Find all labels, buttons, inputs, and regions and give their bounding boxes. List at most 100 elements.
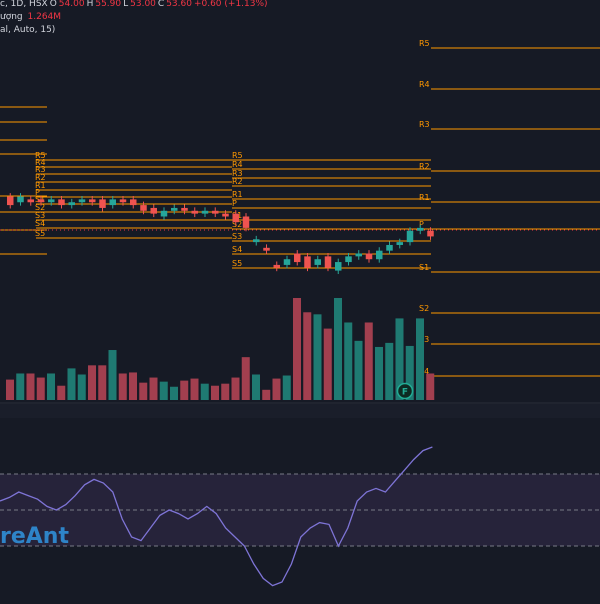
close-label: C bbox=[157, 0, 165, 9]
volume-bar-32 bbox=[334, 298, 342, 400]
volume-bar-13 bbox=[139, 382, 148, 400]
candle-body-33 bbox=[345, 256, 352, 263]
pivot-label-right-s4: S4 bbox=[419, 367, 429, 376]
pivot-label-right-s3: S3 bbox=[419, 335, 429, 344]
pivot-label-mid-r4: R4 bbox=[232, 160, 243, 169]
candle-body-13 bbox=[140, 205, 147, 211]
pivot-label-mid-s5: S5 bbox=[232, 259, 242, 268]
volume-bar-34 bbox=[354, 340, 363, 400]
close-value: 53.60 bbox=[166, 0, 192, 9]
volume-bar-29 bbox=[303, 312, 312, 400]
change-value: +0.60 (+1.13%) bbox=[193, 0, 268, 9]
volume-bar-11 bbox=[118, 373, 127, 400]
volume-bar-7 bbox=[77, 374, 86, 400]
volume-bar-16 bbox=[170, 386, 178, 400]
volume-bar-0 bbox=[6, 379, 14, 400]
volume-bar-10 bbox=[108, 350, 117, 400]
indicator-legend[interactable]: al, Auto, 15) bbox=[0, 24, 57, 36]
candle-body-0 bbox=[7, 196, 14, 206]
volume-bar-31 bbox=[323, 328, 332, 400]
pivot-label-mid-r5: R5 bbox=[232, 151, 243, 160]
volume-bar-5 bbox=[57, 385, 66, 400]
volume-bar-17 bbox=[180, 380, 189, 400]
volume-bar-1 bbox=[16, 373, 25, 400]
volume-bar-27 bbox=[282, 375, 291, 400]
candle-body-27 bbox=[283, 259, 291, 265]
pivot-label-right-r4: R4 bbox=[419, 80, 430, 89]
volume-bar-37 bbox=[385, 342, 394, 400]
symbol-legend[interactable]: c, 1D, HSX O 54.00 H 55.90 L 53.00 C 53.60 +0.60 … bbox=[0, 0, 270, 10]
candle-body-32 bbox=[335, 262, 342, 271]
volume-bar-25 bbox=[262, 389, 271, 400]
volume-bar-21 bbox=[221, 383, 230, 400]
volume-bar-36 bbox=[375, 346, 383, 400]
volume-bar-19 bbox=[200, 383, 209, 400]
volume-bars bbox=[6, 298, 435, 400]
volume-legend[interactable]: ượng 1.264M bbox=[0, 11, 63, 23]
pivot-label-left-s4: S4 bbox=[35, 219, 45, 228]
volume-bar-14 bbox=[149, 377, 158, 400]
volume-bar-12 bbox=[129, 372, 137, 400]
candle-body-37 bbox=[386, 244, 393, 251]
pivot-label-mid-r2: R2 bbox=[232, 177, 243, 186]
candle-body-17 bbox=[181, 207, 188, 211]
open-label: O bbox=[49, 0, 57, 9]
candle-body-29 bbox=[304, 256, 311, 268]
volume-bar-24 bbox=[252, 374, 260, 400]
volume-bar-4 bbox=[47, 373, 55, 400]
candle-body-38 bbox=[396, 242, 403, 245]
pivot-label-right-s2: S2 bbox=[419, 304, 429, 313]
pivot-label-left-s2: S2 bbox=[35, 203, 45, 212]
volume-bar-18 bbox=[190, 378, 199, 400]
candle-body-21 bbox=[222, 213, 229, 217]
candle-body-19 bbox=[201, 210, 209, 214]
pivot-label-mid-s2: S2 bbox=[232, 220, 242, 229]
pivot-label-right-r1: R1 bbox=[419, 193, 430, 202]
pivot-label-left-p: P bbox=[35, 188, 40, 197]
candles bbox=[7, 193, 434, 275]
pivot-label-left-r1: R1 bbox=[35, 181, 46, 190]
pivot-label-mid-p: P bbox=[232, 199, 237, 208]
candle-body-30 bbox=[314, 259, 321, 265]
low-label: L bbox=[123, 0, 129, 9]
rsi-pane bbox=[0, 446, 600, 587]
volume-bar-28 bbox=[293, 298, 301, 400]
candle-body-24 bbox=[253, 239, 260, 243]
earnings-label: F bbox=[402, 388, 408, 398]
candle-body-41 bbox=[427, 230, 434, 237]
candle-body-18 bbox=[191, 210, 198, 214]
candle-body-6 bbox=[68, 202, 75, 206]
pivot-label-mid-r1: R1 bbox=[232, 190, 243, 199]
candle-body-39 bbox=[406, 230, 414, 243]
volume-label: ượng bbox=[0, 12, 23, 22]
candle-body-5 bbox=[58, 199, 65, 206]
earnings-circle[interactable] bbox=[396, 382, 414, 400]
candle-body-26 bbox=[273, 264, 280, 268]
volume-bar-41 bbox=[426, 373, 435, 400]
candle-body-8 bbox=[89, 199, 96, 203]
rsi-line bbox=[0, 446, 433, 587]
candle-body-35 bbox=[365, 253, 373, 260]
earnings-marker[interactable]: F bbox=[396, 382, 414, 400]
volume-bar-38 bbox=[395, 318, 404, 400]
volume-bar-33 bbox=[344, 322, 353, 400]
pane-gap bbox=[0, 404, 600, 418]
volume-bar-22 bbox=[231, 377, 240, 400]
volume-bar-30 bbox=[313, 314, 322, 400]
indicator-params: al, Auto, 15) bbox=[0, 25, 56, 35]
volume-value: 1.264M bbox=[27, 12, 62, 22]
pivot-label-mid-r3: R3 bbox=[232, 169, 243, 178]
pivot-label-left-r2: R2 bbox=[35, 173, 46, 182]
pivot-label-right-r5: R5 bbox=[419, 39, 430, 48]
candle-body-7 bbox=[78, 199, 86, 203]
volume-bar-40 bbox=[416, 318, 424, 400]
pivot-label-left-s5: S5 bbox=[35, 229, 45, 238]
candle-body-40 bbox=[417, 227, 424, 231]
pivot-label-right-r3: R3 bbox=[419, 120, 430, 129]
pivot-label-left-s3: S3 bbox=[35, 211, 45, 220]
pivot-label-mid-s4: S4 bbox=[232, 245, 242, 254]
candle-body-12 bbox=[130, 199, 137, 206]
volume-bar-6 bbox=[67, 368, 76, 400]
